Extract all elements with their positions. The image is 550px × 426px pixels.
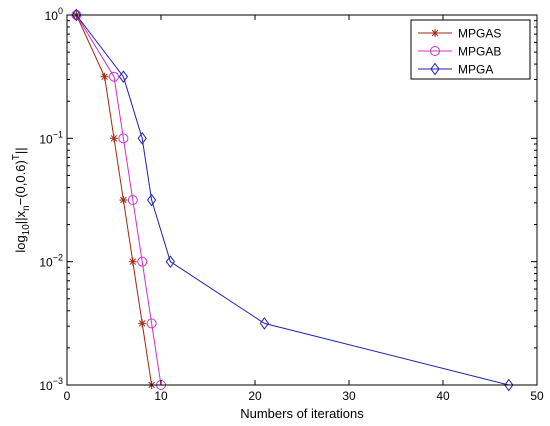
y-title-norm-open: ||x	[13, 210, 28, 224]
data-point	[127, 195, 138, 206]
data-point	[165, 255, 176, 269]
y-title-vector: −(0,0.6)	[13, 160, 28, 205]
legend-marker	[430, 62, 440, 76]
series-line	[75, 14, 153, 386]
y-title-transpose-sup: T	[11, 154, 22, 160]
legend-item: MPGA	[418, 63, 493, 77]
x-tick-label: 40	[436, 389, 450, 403]
y-title-x-sub: n	[21, 205, 32, 211]
ticks-layer: 0 10 20 30 40 50 100 10−1 10−2 10−3	[39, 6, 544, 403]
data-point	[138, 319, 147, 328]
data-point	[146, 318, 157, 329]
data-point	[137, 131, 147, 145]
data-point	[100, 72, 109, 81]
data-point	[110, 134, 118, 143]
legend: MPGAS MPGAB MPGA	[410, 19, 531, 80]
y-axis-title: log10||xn−(0,0.6)T||	[11, 147, 32, 252]
data-point	[71, 8, 82, 22]
series-mpgas	[72, 11, 156, 389]
legend-label: MPGAB	[458, 45, 501, 59]
x-tick-label: 30	[342, 389, 356, 403]
x-axis-title: Numbers of iterations	[240, 406, 364, 421]
x-tick-label: 50	[530, 389, 544, 403]
x-tick-label: 10	[154, 389, 168, 403]
plot-frame	[66, 14, 538, 386]
series-line	[76, 14, 509, 386]
legend-items: MPGAS MPGAB MPGA	[418, 27, 501, 77]
y-tick-label: 10−3	[39, 376, 63, 393]
y-tick-label: 10−2	[39, 253, 63, 270]
data-point	[128, 257, 137, 266]
data-point	[259, 317, 270, 330]
legend-item: MPGAS	[418, 27, 501, 41]
data-point	[118, 133, 129, 144]
x-tick-label: 0	[64, 389, 71, 403]
data-point	[504, 378, 514, 392]
legend-label: MPGAS	[458, 27, 501, 41]
y-tick-label: 100	[45, 6, 63, 23]
legend-label: MPGA	[458, 63, 493, 77]
data-point	[137, 256, 148, 267]
data-point	[146, 193, 157, 207]
y-tick-label: 10−1	[39, 129, 63, 146]
legend-marker	[430, 46, 440, 56]
y-title-prefix: log	[13, 235, 28, 252]
legend-marker	[431, 29, 439, 37]
series-line	[75, 14, 162, 386]
legend-item: MPGAB	[418, 45, 501, 59]
x-tick-label: 20	[248, 389, 262, 403]
series-mpga	[71, 8, 514, 392]
data-point	[109, 71, 119, 82]
data-point	[118, 70, 129, 84]
y-title-norm-close: ||	[13, 147, 28, 154]
data-point	[119, 196, 128, 205]
y-title-base-sub: 10	[21, 224, 32, 236]
